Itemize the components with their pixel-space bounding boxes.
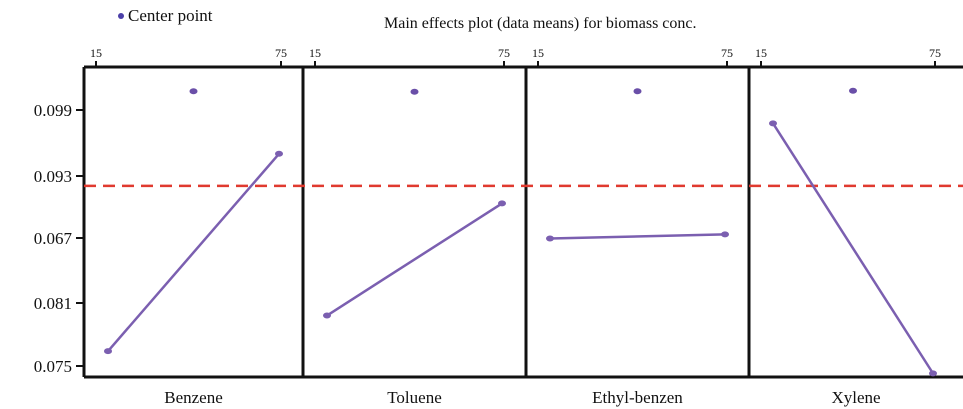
panel-label: Xylene — [831, 388, 880, 407]
x-tick-label: 75 — [721, 46, 733, 60]
panel-label: Toluene — [387, 388, 442, 407]
center-point — [849, 87, 857, 94]
data-point — [769, 120, 777, 127]
data-point — [546, 235, 554, 242]
y-tick-label: 0.067 — [34, 229, 73, 248]
data-point — [275, 150, 283, 157]
x-tick-label: 15 — [309, 46, 321, 60]
center-point — [633, 88, 642, 95]
legend: Center point — [118, 6, 213, 26]
data-point — [104, 348, 112, 355]
y-tick-label: 0.099 — [34, 101, 72, 120]
data-point — [929, 370, 937, 377]
x-tick-label: 15 — [755, 46, 767, 60]
panel-label: Ethyl-benzen — [592, 388, 683, 407]
legend-label: Center point — [128, 6, 213, 25]
data-point — [721, 231, 729, 238]
panel-label: Benzene — [164, 388, 223, 407]
y-tick-label: 0.081 — [34, 294, 72, 313]
data-point — [323, 312, 331, 319]
center-point — [410, 88, 419, 95]
x-tick-label: 75 — [498, 46, 510, 60]
series-line-benzene — [107, 152, 280, 352]
chart-title: Main effects plot (data means) for bioma… — [384, 15, 697, 32]
y-tick-label: 0.075 — [34, 357, 72, 376]
series-line-xylene — [771, 122, 935, 375]
x-tick-label: 75 — [929, 46, 941, 60]
center-point — [189, 88, 198, 95]
data-point — [498, 200, 506, 207]
x-tick-label: 15 — [90, 46, 102, 60]
series-line-ethyl-benzen — [549, 233, 726, 240]
y-tick-label: 0.093 — [34, 167, 72, 186]
series-line-toluene — [326, 202, 503, 317]
x-tick-label: 75 — [275, 46, 287, 60]
x-tick-label: 15 — [532, 46, 544, 60]
center-point-marker-icon — [118, 13, 124, 19]
